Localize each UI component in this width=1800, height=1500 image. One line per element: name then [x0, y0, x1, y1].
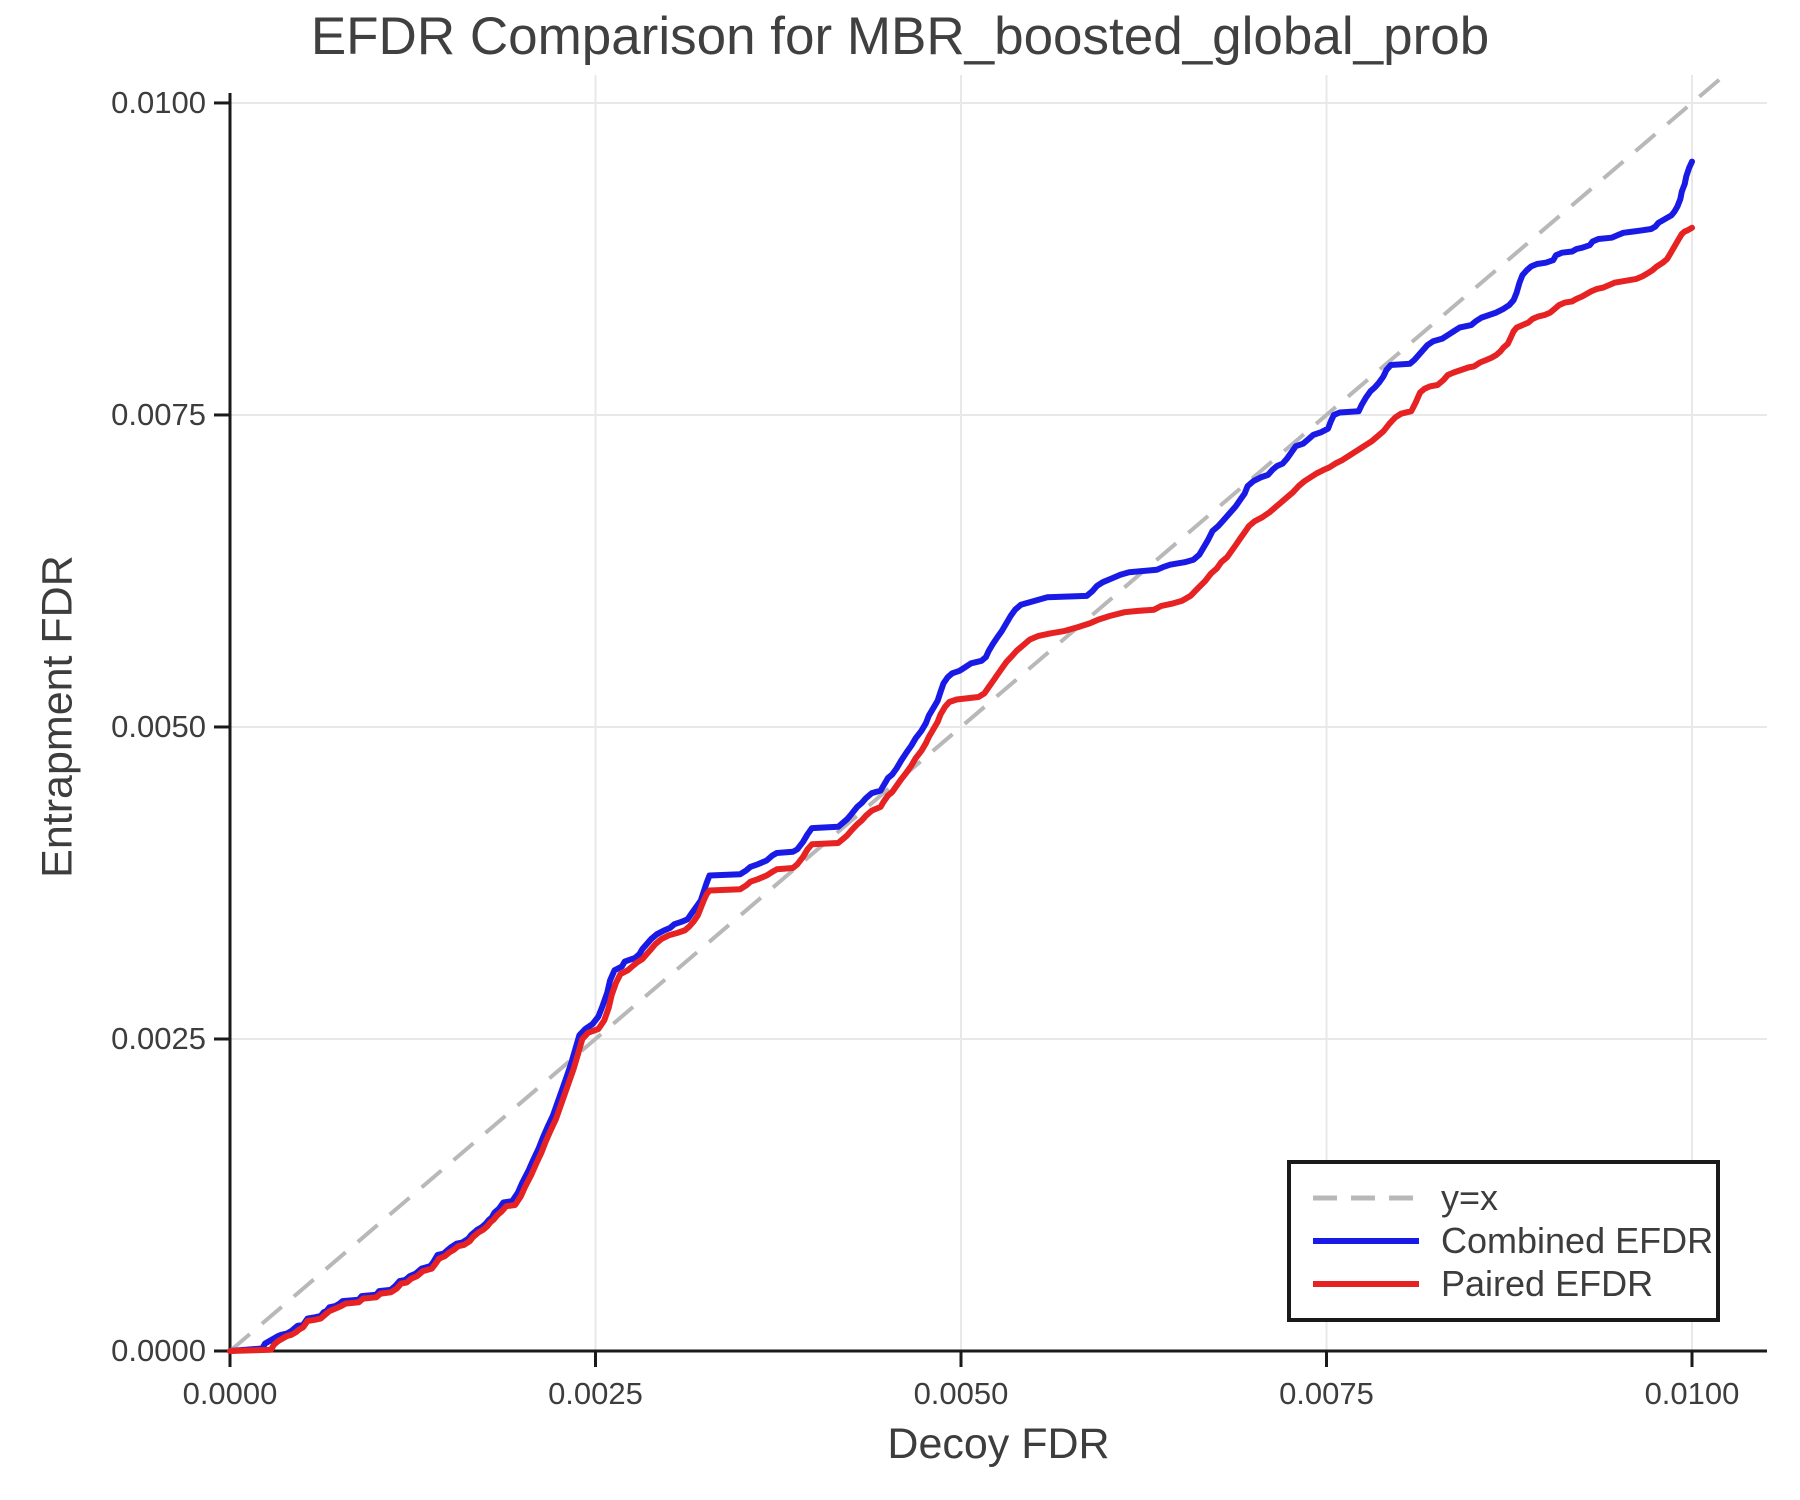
- paired-efdr-line: [227, 224, 1695, 1354]
- x-tick-label: 0.0100: [1644, 1376, 1740, 1411]
- x-axis-label: Decoy FDR: [887, 1420, 1110, 1468]
- legend-label: y=x: [1441, 1177, 1499, 1218]
- x-tick-label: 0.0025: [548, 1376, 643, 1411]
- legend: y=x Combined EFDR Paired EFDR: [1287, 1160, 1720, 1322]
- gridlines: [230, 75, 1767, 1351]
- legend-label: Combined EFDR: [1441, 1220, 1714, 1261]
- blue-line-swatch-icon: [1313, 1238, 1419, 1244]
- y-tick-label: 0.0000: [111, 1333, 206, 1368]
- red-line-swatch-icon: [1313, 1281, 1419, 1287]
- axes-spines: [228, 92, 1767, 1353]
- legend-label: Paired EFDR: [1441, 1263, 1654, 1304]
- y-tick-label: 0.0025: [111, 1020, 206, 1056]
- y-equals-x-reference-line: [228, 73, 1726, 1353]
- x-tick-label: 0.0000: [182, 1376, 278, 1411]
- legend-item-paired-efdr: Paired EFDR: [1311, 1263, 1716, 1305]
- y-tick-label: 0.0050: [111, 708, 206, 744]
- x-tick-label: 0.0075: [1279, 1376, 1374, 1411]
- y-tick-label: 0.0100: [111, 84, 206, 120]
- legend-item-combined-efdr: Combined EFDR: [1311, 1220, 1716, 1262]
- x-tick-label: 0.0050: [913, 1376, 1009, 1411]
- legend-item-y-equals-x: y=x: [1311, 1177, 1716, 1219]
- y-tick-label: 0.0075: [111, 396, 206, 432]
- chart-title: EFDR Comparison for MBR_boosted_global_p…: [310, 7, 1490, 66]
- dashed-line-swatch-icon: [1313, 1195, 1419, 1201]
